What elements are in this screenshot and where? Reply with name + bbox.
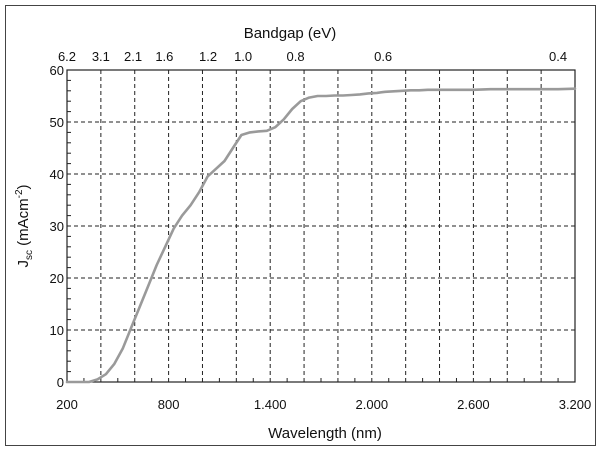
x-tick-label: 3.200	[559, 397, 592, 412]
top-tick-label: 0.4	[549, 49, 567, 64]
y-label-end: )	[15, 184, 32, 189]
y-tick-label: 10	[50, 323, 64, 338]
top-tick-labels: 6.2 3.1 2.1 1.6 1.2 1.0 0.8 0.6 0.4	[58, 49, 567, 64]
top-tick-label: 0.6	[374, 49, 392, 64]
y-tick-label: 40	[50, 167, 64, 182]
x-axis-label: Wavelength (nm)	[268, 425, 382, 442]
minor-ticks	[67, 79, 559, 382]
y-label-sub: sc	[24, 250, 35, 260]
top-axis-label: Bandgap (eV)	[244, 25, 337, 42]
top-tick-label: 6.2	[58, 49, 76, 64]
top-tick-label: 3.1	[92, 49, 110, 64]
top-tick-label: 1.0	[234, 49, 252, 64]
y-tick-label: 0	[57, 375, 64, 390]
y-tick-label: 30	[50, 219, 64, 234]
y-label-sup: -2	[14, 189, 25, 198]
top-tick-label: 1.6	[155, 49, 173, 64]
x-tick-label: 2.000	[356, 397, 389, 412]
top-tick-label: 2.1	[124, 49, 142, 64]
y-tick-label: 60	[50, 63, 64, 78]
figure-frame	[5, 5, 596, 446]
top-tick-label: 1.2	[199, 49, 217, 64]
y-axis-label: Jsc (mAcm-2)	[14, 184, 35, 267]
y-label-rest: (mAcm	[15, 198, 32, 250]
x-tick-label: 1.400	[254, 397, 287, 412]
x-tick-label: 200	[56, 397, 78, 412]
x-tick-label: 800	[158, 397, 180, 412]
series-lines	[65, 87, 577, 384]
grid-lines	[67, 70, 575, 382]
y-tick-label: 50	[50, 115, 64, 130]
y-tick-label: 20	[50, 271, 64, 286]
top-tick-label: 0.8	[287, 49, 305, 64]
y-tick-labels: 0 10 20 30 40 50 60	[50, 63, 64, 390]
x-tick-label: 2.600	[457, 397, 490, 412]
y-label-main: J	[15, 260, 32, 268]
jsc-curve	[65, 87, 577, 384]
x-tick-labels: 200 800 1.400 2.000 2.600 3.200	[56, 397, 591, 412]
